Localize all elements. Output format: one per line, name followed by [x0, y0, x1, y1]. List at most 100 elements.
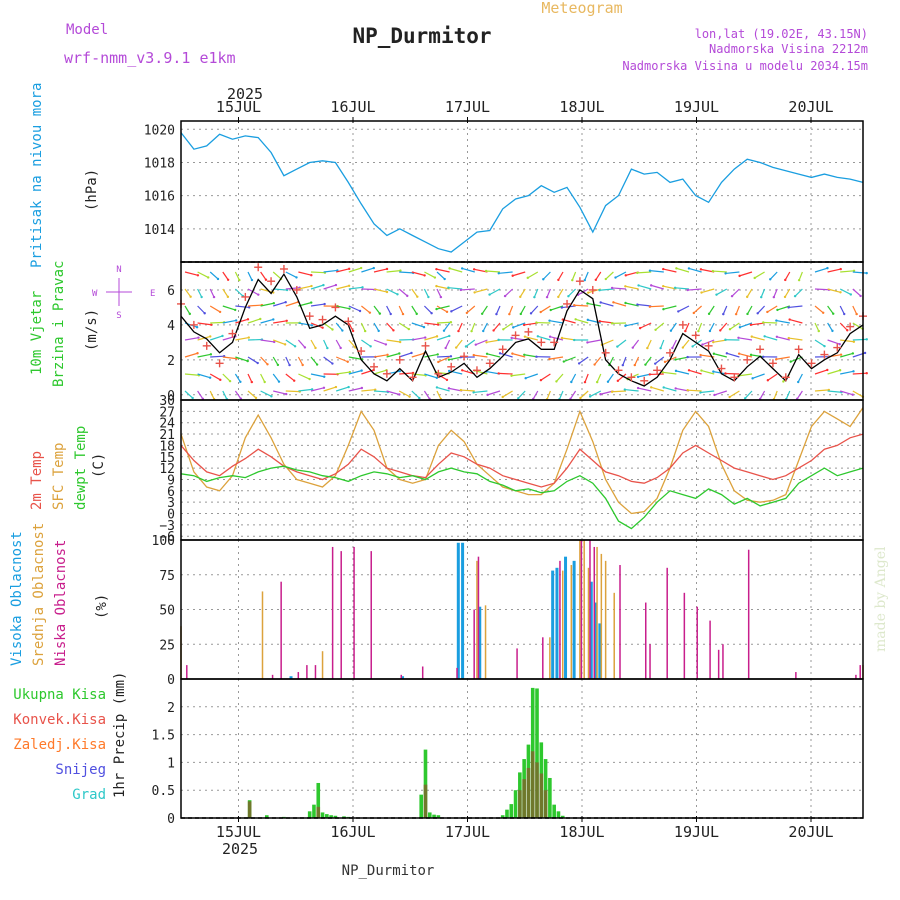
wind-arrow-head	[209, 353, 213, 356]
wind-arrow-head	[545, 295, 549, 299]
wind-arrow	[335, 322, 343, 331]
wind-arrow	[360, 322, 366, 332]
wind-arrow	[460, 389, 475, 392]
wind-arrow-head	[701, 343, 704, 346]
wind-arrow	[451, 305, 463, 312]
wind-arrow-head	[430, 311, 433, 315]
wind-arrow-head	[351, 329, 355, 333]
wind-arrow-head	[209, 335, 212, 338]
wind-arrow-head	[574, 318, 577, 321]
wind-arrow	[386, 339, 401, 343]
wind-arrow	[839, 288, 852, 296]
wind-arrow-head	[293, 345, 297, 348]
wind-arrow	[617, 373, 627, 382]
wind-arrow	[335, 356, 348, 363]
low-cloud-bar	[619, 565, 621, 679]
wind-arrow-head	[663, 360, 667, 364]
wind-arrow	[760, 288, 766, 298]
wind-arrow-head	[637, 284, 640, 287]
wind-arrow-head	[686, 288, 689, 292]
wind-arrow-head	[445, 378, 449, 382]
wind-arrow	[209, 390, 215, 400]
mid-cloud-bar	[321, 651, 324, 679]
wind-arrow-head	[445, 310, 449, 314]
wind-arrow	[739, 271, 753, 277]
wind-arrow	[584, 373, 589, 383]
wind-arrow-head	[246, 359, 249, 363]
wind-arrow	[517, 390, 526, 399]
wind-arrow	[373, 354, 388, 358]
wind-arrow-head	[435, 335, 439, 338]
total-precip-bar	[329, 815, 333, 818]
wind-arrow	[411, 390, 420, 399]
wind-arrow	[827, 268, 841, 273]
mid-cloud-bar	[583, 540, 585, 679]
wind-arrow	[348, 322, 354, 332]
wind-arrow-head	[384, 343, 388, 346]
y-tick-label: 1018	[144, 156, 175, 171]
wind-arrow-head	[849, 293, 853, 296]
wind-arrow-head	[588, 395, 592, 398]
y-tick-label: 4	[167, 319, 175, 334]
cloud-side-label-3: Niska Oblacnost	[53, 540, 69, 666]
wind-arrow-head	[377, 329, 380, 333]
low-cloud-bar	[306, 665, 308, 679]
wind-arrow-head	[234, 308, 237, 312]
wind-arrow-head	[797, 380, 800, 384]
wind-arrow	[697, 322, 703, 332]
wind-arrow-head	[210, 323, 213, 326]
wind-arrow-head	[303, 346, 307, 349]
wind-arrow-head	[838, 369, 842, 372]
wind-arrow-head	[649, 284, 653, 287]
wind-arrow	[297, 356, 304, 366]
wind-arrow	[184, 288, 192, 298]
wind-arrow	[764, 335, 778, 341]
wind-arrow-head	[480, 312, 484, 315]
wind-arrow	[663, 268, 677, 273]
wind-arrow-head	[734, 312, 738, 316]
wind-arrow	[197, 305, 206, 314]
mid-cloud-bar	[613, 592, 615, 679]
wind-arrow-head	[610, 322, 614, 325]
wind-arrow-head	[259, 317, 262, 321]
wind-arrow	[814, 339, 825, 347]
wind-arrow	[839, 305, 845, 315]
wind-arrow-head	[485, 352, 489, 355]
y-tick-label: 0	[167, 389, 175, 404]
panel-bg	[181, 121, 863, 262]
wind-arrow	[411, 305, 418, 315]
wind-arrow	[814, 305, 824, 314]
wind-arrow	[827, 369, 841, 375]
wind-arrow	[682, 339, 690, 348]
wind-arrow	[361, 389, 376, 392]
wind-arrow	[348, 339, 356, 348]
cloud-side-label-1: Visoka Oblacnost	[9, 531, 25, 666]
wind-arrow-head	[712, 352, 716, 355]
wind-arrow-head	[831, 329, 834, 333]
wind-arrow-head	[753, 276, 756, 280]
wind-arrow-head	[254, 396, 258, 400]
wind-unit-label: (m/s)	[84, 309, 100, 351]
wind-arrow-head	[533, 295, 536, 299]
wind-arrow-head	[272, 318, 275, 321]
wind-arrow-head	[662, 267, 665, 271]
wind-arrow-head	[200, 295, 203, 299]
wind-arrow-head	[697, 329, 700, 333]
wind-arrow	[184, 271, 199, 276]
wind-arrow-head	[418, 396, 421, 400]
wind-arrow-head	[396, 293, 399, 296]
wind-arrow-head	[715, 293, 718, 296]
wind-arrow	[671, 339, 677, 349]
wind-arrow-head	[433, 276, 437, 279]
total-precip-bar	[509, 804, 514, 818]
wind-arrow-head	[760, 295, 763, 299]
compass-east: E	[150, 289, 155, 299]
wind-arrow	[557, 288, 564, 298]
total-precip-bar	[500, 815, 505, 818]
total-precip-bar	[552, 804, 556, 818]
wind-arrow-head	[447, 358, 451, 361]
wind-arrow	[210, 355, 225, 358]
y-tick-label: 24	[159, 417, 175, 432]
total-precip-bar	[320, 812, 325, 818]
wind-arrow-head	[422, 325, 426, 329]
